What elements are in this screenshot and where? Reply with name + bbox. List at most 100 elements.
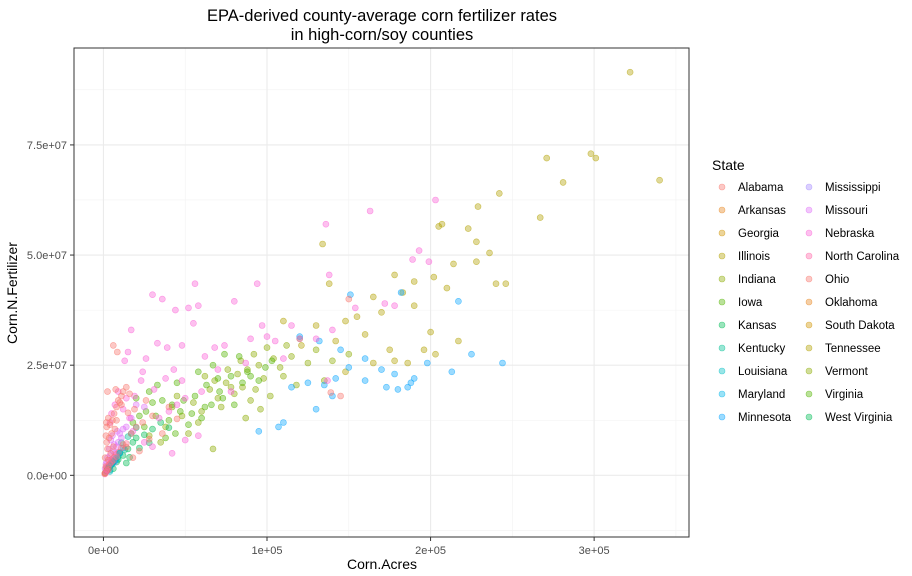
data-point: [190, 399, 197, 406]
legend-label: Virginia: [825, 389, 864, 401]
data-point: [474, 203, 482, 210]
legend-key: [718, 206, 726, 214]
data-point: [495, 190, 503, 197]
data-point: [432, 196, 439, 204]
data-point: [410, 375, 418, 382]
plot-panel: [74, 48, 689, 537]
data-point: [124, 348, 132, 356]
legend-label: Maryland: [738, 389, 785, 401]
data-point: [592, 154, 600, 162]
data-point: [173, 401, 181, 409]
data-point: [104, 467, 111, 474]
legend-label: Mississippi: [825, 182, 881, 194]
data-point: [129, 454, 137, 462]
x-tick-label: 1e+05: [252, 545, 283, 557]
data-point: [165, 424, 173, 432]
data-point: [108, 410, 115, 417]
legend-label: Oklahoma: [825, 297, 878, 309]
legend-item: Kentucky: [718, 343, 786, 355]
legend-key: [805, 183, 813, 191]
data-point: [209, 361, 217, 369]
data-point: [420, 346, 428, 354]
data-point: [185, 304, 192, 312]
legend-key: [718, 252, 726, 260]
data-point: [231, 401, 238, 409]
legend-item: Missouri: [805, 205, 868, 217]
data-point: [353, 313, 361, 321]
data-point: [304, 359, 312, 367]
legend-label: Nebraska: [825, 228, 875, 240]
data-point: [276, 364, 284, 371]
data-point: [329, 326, 336, 334]
data-point: [214, 394, 222, 402]
legend-key: [805, 206, 813, 214]
legend-label: Iowa: [738, 297, 763, 309]
data-point: [152, 412, 160, 420]
legend-key: [805, 275, 813, 283]
data-point: [221, 350, 228, 358]
legend-key: [718, 367, 726, 375]
legend-label: Louisiana: [738, 366, 788, 378]
data-point: [149, 291, 156, 299]
axes: 0e+00 1e+05 2e+05 3e+05 0.0e+00 2.5e+07 5.0e+0…: [27, 140, 610, 557]
data-point: [250, 350, 258, 358]
series-indiana: [145, 335, 353, 453]
data-point: [423, 359, 431, 367]
data-point: [201, 403, 209, 411]
series-virginia: [103, 453, 120, 473]
data-point: [239, 379, 246, 387]
data-point: [104, 445, 111, 453]
data-point: [235, 353, 243, 360]
legend-key: [718, 413, 726, 421]
data-point: [342, 317, 349, 325]
data-point: [101, 454, 109, 462]
y-tick-label: 5.0e+07: [27, 250, 67, 262]
data-point: [103, 419, 110, 426]
legend-item: North Carolina: [805, 251, 900, 263]
data-point: [188, 410, 196, 417]
data-point: [280, 419, 287, 426]
legend-item: Minnesota: [718, 412, 792, 424]
legend-label: Arkansas: [738, 205, 786, 217]
x-tick-label: 2e+05: [415, 545, 446, 557]
legend-key: [718, 183, 726, 191]
legend-title: State: [712, 157, 745, 173]
legend-label: Minnesota: [738, 412, 792, 424]
data-point: [136, 412, 143, 420]
data-point: [149, 412, 156, 420]
data-point: [280, 317, 287, 325]
data-point: [304, 379, 312, 387]
data-point: [369, 359, 377, 367]
data-point: [198, 414, 205, 422]
data-point: [266, 392, 274, 400]
data-point: [430, 273, 438, 281]
data-point: [191, 280, 199, 288]
data-point: [656, 176, 663, 184]
data-point: [206, 386, 214, 393]
data-point: [165, 403, 173, 411]
data-point: [587, 150, 595, 157]
data-point: [322, 220, 330, 228]
data-point: [473, 258, 480, 266]
data-point: [325, 271, 333, 279]
data-point: [198, 388, 205, 395]
data-point: [342, 368, 349, 376]
data-point: [178, 342, 186, 349]
data-point: [231, 297, 238, 305]
data-point: [227, 388, 235, 395]
legend-item: South Dakota: [805, 320, 895, 332]
data-point: [142, 397, 150, 404]
y-axis-title: Corn.N.Fertilizer: [4, 242, 20, 344]
legend-label: Indiana: [738, 274, 776, 286]
data-point: [559, 179, 567, 186]
series-illinois: [280, 68, 663, 376]
data-point: [432, 350, 439, 358]
data-point: [288, 322, 295, 329]
data-point: [244, 366, 251, 373]
legend-item: Nebraska: [805, 228, 875, 240]
data-point: [345, 295, 353, 303]
data-point: [132, 423, 140, 431]
data-point: [435, 223, 443, 230]
data-point: [455, 297, 462, 305]
data-point: [255, 377, 263, 384]
